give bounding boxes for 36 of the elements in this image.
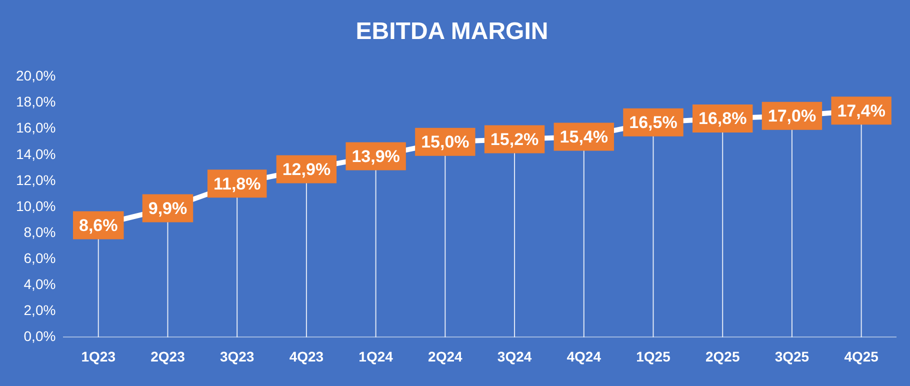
x-tick-label: 2Q23 bbox=[150, 348, 186, 364]
data-label: 9,9% bbox=[148, 198, 188, 218]
x-tick-label: 4Q25 bbox=[844, 348, 879, 364]
x-tick-label: 3Q24 bbox=[497, 348, 532, 364]
data-label: 12,9% bbox=[282, 160, 331, 179]
data-label: 16,8% bbox=[698, 109, 747, 128]
data-label: 8,6% bbox=[79, 216, 118, 235]
chart-title: EBITDA MARGIN bbox=[356, 18, 548, 46]
y-tick-label: 16,0% bbox=[16, 120, 56, 136]
y-tick-label: 2,0% bbox=[24, 302, 56, 318]
x-tick-label: 2Q25 bbox=[705, 348, 740, 364]
data-label: 17,4% bbox=[837, 101, 886, 120]
x-tick-label: 4Q24 bbox=[566, 348, 602, 364]
x-tick-label: 3Q25 bbox=[774, 348, 810, 364]
x-tick-label: 3Q23 bbox=[220, 348, 254, 364]
x-tick-label: 4Q23 bbox=[289, 348, 324, 364]
data-label: 16,5% bbox=[629, 113, 678, 132]
data-label: 15,0% bbox=[421, 132, 470, 152]
y-tick-label: 0,0% bbox=[24, 328, 56, 344]
data-label: 15,4% bbox=[560, 127, 608, 146]
x-tick-label: 1Q25 bbox=[636, 348, 671, 364]
y-tick-label: 14,0% bbox=[16, 146, 56, 162]
data-label: 15,2% bbox=[490, 130, 539, 149]
data-label: 13,9% bbox=[352, 146, 400, 166]
y-tick-label: 10,0% bbox=[16, 198, 56, 214]
y-tick-label: 6,0% bbox=[24, 250, 56, 266]
x-tick-label: 1Q23 bbox=[81, 348, 116, 364]
y-tick-label: 4,0% bbox=[24, 276, 56, 292]
y-tick-label: 18,0% bbox=[16, 94, 56, 110]
y-tick-label: 20,0% bbox=[16, 68, 56, 84]
data-label: 11,8% bbox=[213, 174, 261, 194]
data-label: 17,0% bbox=[768, 106, 816, 126]
y-tick-label: 12,0% bbox=[16, 172, 56, 188]
x-tick-label: 1Q24 bbox=[358, 348, 394, 364]
y-tick-label: 8,0% bbox=[24, 224, 56, 240]
x-tick-label: 2Q24 bbox=[428, 348, 463, 364]
